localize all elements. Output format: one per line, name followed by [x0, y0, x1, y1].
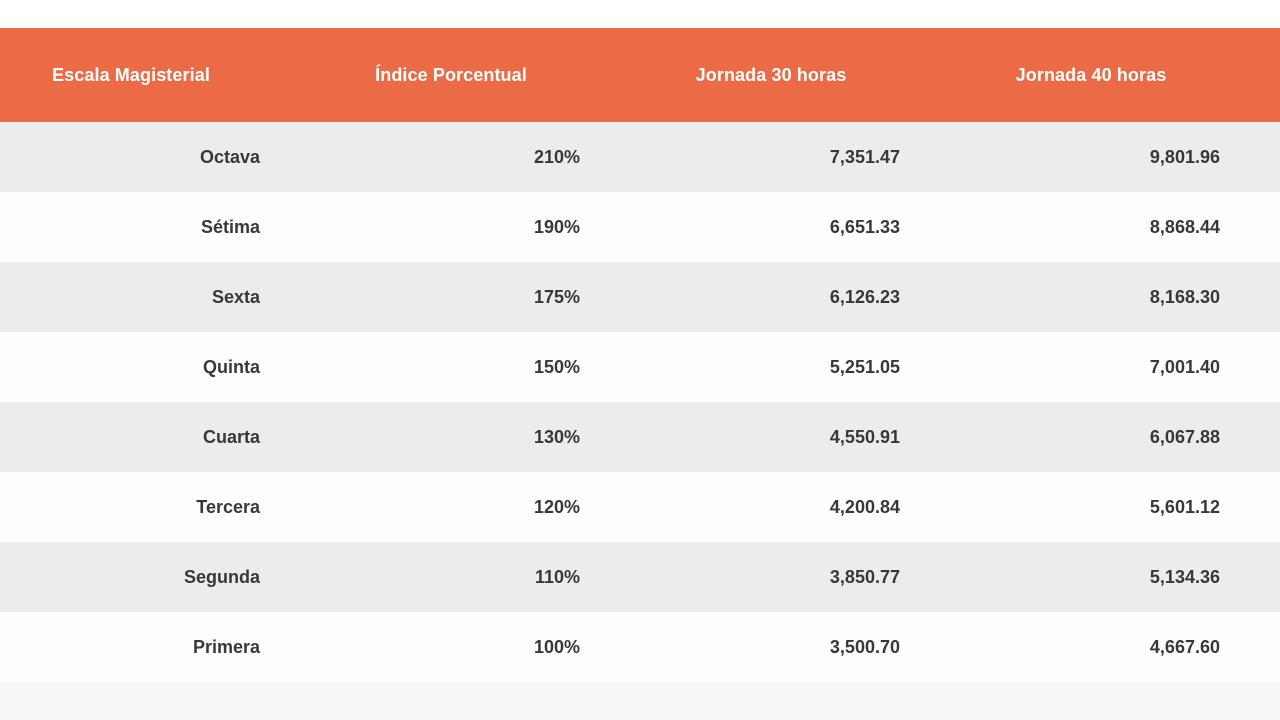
header-jornada-30-horas: Jornada 30 horas [640, 28, 960, 122]
table-cell: 9,801.96 [1149, 146, 1220, 167]
table-header-row: Escala Magisterial Índice Porcentual Jor… [0, 28, 1280, 122]
table-cell: 8,168.30 [1149, 286, 1220, 307]
table-row: Sexta 175% 6,126.23 8,168.30 [0, 262, 1280, 332]
table-cell: Segunda [183, 566, 260, 587]
table-cell: 6,651.33 [829, 216, 900, 237]
table-cell: 130% [533, 426, 580, 447]
table-cell: 6,126.23 [829, 286, 900, 307]
table-cell: 4,200.84 [829, 496, 900, 517]
table-cell: 190% [533, 216, 580, 237]
table-cell: Quinta [203, 356, 260, 377]
table-cell: 175% [533, 286, 580, 307]
table-cell: 8,868.44 [1149, 216, 1220, 237]
table-cell: Sexta [211, 286, 260, 307]
table-cell: 4,667.60 [1149, 636, 1220, 657]
table-row: Primera 100% 3,500.70 4,667.60 [0, 612, 1280, 682]
table-cell: 4,550.91 [829, 426, 900, 447]
table-cell: 150% [533, 356, 580, 377]
table-body: Octava 210% 7,351.47 9,801.96 Sétima 190% 6,65… [0, 122, 1280, 682]
top-margin-strip [0, 0, 1280, 28]
table-row: Sétima 190% 6,651.33 8,868.44 [0, 192, 1280, 262]
table-cell: 120% [533, 496, 580, 517]
table-cell: 3,500.70 [829, 636, 900, 657]
table-row: Quinta 150% 5,251.05 7,001.40 [0, 332, 1280, 402]
table-row: Cuarta 130% 4,550.91 6,067.88 [0, 402, 1280, 472]
table-cell: 210% [533, 146, 580, 167]
table-cell: Octava [199, 146, 260, 167]
table-cell: 100% [533, 636, 580, 657]
salary-scale-table: Escala Magisterial Índice Porcentual Jor… [0, 28, 1280, 682]
table-cell: 3,850.77 [829, 566, 900, 587]
table-cell: 5,251.05 [829, 356, 900, 377]
table-header: Escala Magisterial Índice Porcentual Jor… [0, 28, 1280, 122]
partial-next-row [0, 682, 1280, 720]
table-cell: 110% [534, 566, 580, 587]
table-cell: 5,134.36 [1149, 566, 1220, 587]
table-cell: 5,601.12 [1149, 496, 1220, 517]
header-indice-porcentual: Índice Porcentual [320, 28, 640, 122]
header-escala-magisterial: Escala Magisterial [0, 28, 320, 122]
header-jornada-40-horas: Jornada 40 horas [960, 28, 1280, 122]
table-cell: Sétima [200, 216, 260, 237]
table-cell: 6,067.88 [1149, 426, 1220, 447]
table-row: Tercera 120% 4,200.84 5,601.12 [0, 472, 1280, 542]
table-cell: 7,001.40 [1149, 356, 1220, 377]
table-row: Octava 210% 7,351.47 9,801.96 [0, 122, 1280, 192]
table-cell: Tercera [196, 496, 260, 517]
table-cell: Cuarta [202, 426, 260, 447]
table-row: Segunda 110% 3,850.77 5,134.36 [0, 542, 1280, 612]
table-cell: Primera [192, 636, 260, 657]
table-cell: 7,351.47 [829, 146, 900, 167]
